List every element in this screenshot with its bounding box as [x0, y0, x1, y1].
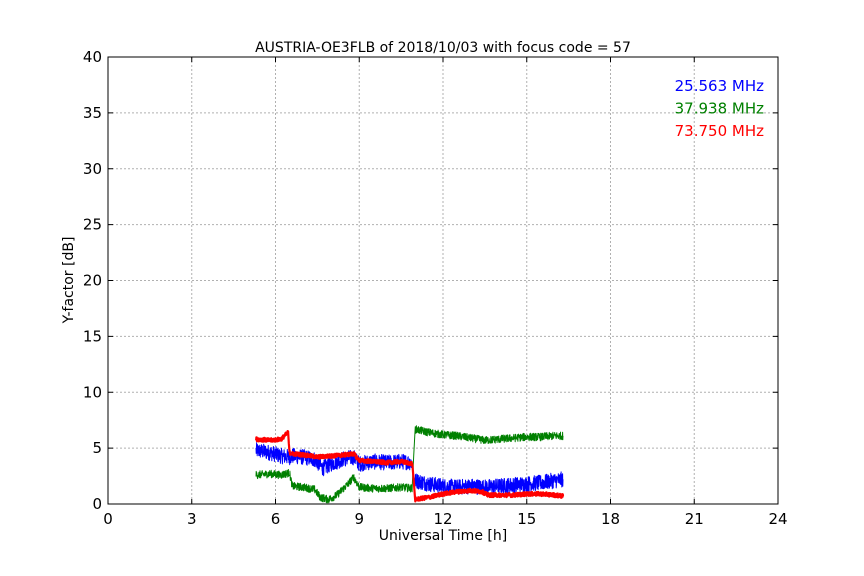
- legend-entry-3: 73.750 MHz: [675, 122, 764, 140]
- y-tick-label: 0: [92, 495, 102, 513]
- series-line-2: [255, 425, 564, 504]
- legend: 25.563 MHz 37.938 MHz 73.750 MHz: [675, 77, 764, 140]
- x-tick-label: 18: [601, 510, 620, 528]
- x-tick-label: 6: [271, 510, 281, 528]
- ticks: 0 3 6 9 12 15 18 21 24 0 5 10 15 20 25 30 35 40: [83, 48, 788, 528]
- y-tick-label: 35: [83, 104, 102, 122]
- x-tick-label: 12: [433, 510, 452, 528]
- legend-entry-1: 25.563 MHz: [675, 77, 764, 95]
- y-tick-label: 30: [83, 160, 102, 178]
- grid: [108, 57, 778, 504]
- series-line-3: [254, 430, 565, 503]
- y-tick-label: 15: [83, 327, 102, 345]
- y-tick-label: 5: [92, 439, 102, 457]
- legend-entry-2: 37.938 MHz: [675, 100, 764, 118]
- x-tick-label: 3: [187, 510, 197, 528]
- x-tick-label: 21: [685, 510, 704, 528]
- y-tick-label: 10: [83, 383, 102, 401]
- chart-title: AUSTRIA-OE3FLB of 2018/10/03 with focus …: [255, 40, 631, 56]
- x-tick-label: 24: [768, 510, 787, 528]
- y-tick-label: 40: [83, 48, 102, 66]
- y-tick-label: 25: [83, 216, 102, 234]
- x-tick-label: 15: [517, 510, 536, 528]
- x-tick-label: 9: [354, 510, 364, 528]
- series-layer: [254, 425, 565, 504]
- y-axis-label: Y-factor [dB]: [61, 237, 77, 325]
- x-axis-label: Universal Time [h]: [379, 528, 507, 544]
- x-tick-label: 0: [103, 510, 113, 528]
- y-tick-label: 20: [83, 272, 102, 290]
